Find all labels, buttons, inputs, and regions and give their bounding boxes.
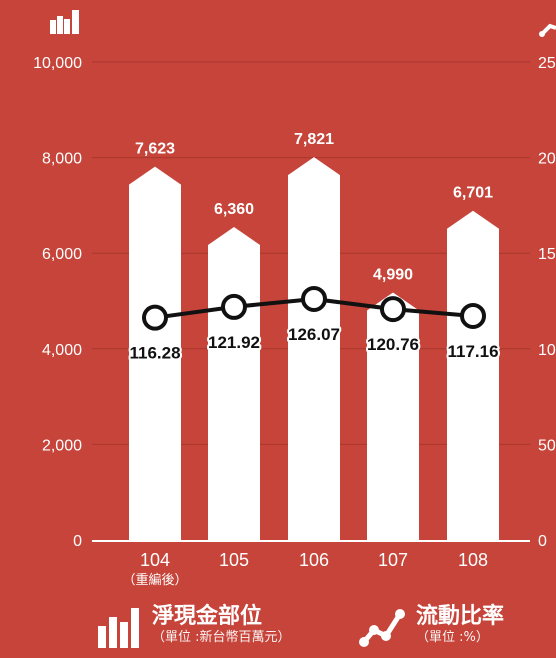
line-value-label: 126.07	[288, 325, 340, 344]
bar-value-label: 7,821	[294, 131, 334, 148]
legend-title-net-cash: 淨現金部位	[152, 604, 263, 629]
bar-chart-icon-bar	[57, 16, 63, 34]
y-tick-label-right: 100	[538, 342, 556, 359]
y-tick-label-left: 0	[73, 533, 82, 550]
y-tick-label-left: 2,000	[42, 437, 82, 454]
y-tick-label-left: 10,000	[33, 55, 82, 72]
legend-item-net-cash: 淨現金部位 （單位 :新台幣百萬元）	[96, 604, 291, 650]
bar	[367, 292, 419, 540]
line-point	[142, 304, 168, 331]
bar-chart-icon-bar	[64, 19, 70, 34]
y-tick-label-right: 250	[538, 55, 556, 72]
line-value-label: 121.92	[208, 333, 260, 352]
x-tick-label: 108	[458, 550, 488, 570]
bar-value-label: 6,360	[214, 201, 254, 218]
line-value-label: 120.76	[367, 335, 419, 354]
bar-value-label: 7,623	[135, 141, 175, 158]
x-tick-label: 107	[378, 550, 408, 570]
bar-chart-icon	[98, 608, 139, 648]
x-tick-label: 104	[140, 550, 170, 570]
bar	[447, 210, 499, 540]
y-tick-label-left: 6,000	[42, 246, 82, 263]
legend-unit-current-ratio: （單位 :%）	[416, 630, 489, 645]
x-tick-sublabel: （重編後）	[122, 572, 187, 588]
line-chart-icon-dot	[539, 31, 545, 37]
line-value-label: 117.16	[447, 342, 498, 361]
legend-title-current-ratio: 流動比率	[416, 604, 505, 629]
legend-unit-net-cash: （單位 :新台幣百萬元）	[152, 630, 291, 645]
line-chart-icon	[359, 609, 405, 647]
y-tick-label-right: 0	[538, 533, 547, 550]
x-tick-label: 105	[219, 550, 249, 570]
bar	[129, 166, 181, 540]
x-tick-label: 106	[299, 550, 329, 570]
y-tick-label-left: 8,000	[42, 151, 82, 168]
line-point	[301, 285, 327, 312]
bar-value-label: 4,990	[373, 266, 413, 283]
line-point	[221, 293, 247, 320]
bar-chart-icon-bar	[50, 20, 56, 34]
y-tick-label-right: 200	[538, 151, 556, 168]
legend-item-current-ratio: 流動比率 （單位 :%）	[356, 604, 504, 650]
bar	[288, 157, 340, 541]
bar-chart-icon-bar	[72, 10, 79, 34]
line-point	[380, 296, 406, 323]
y-tick-label-right: 150	[538, 246, 556, 263]
y-tick-label-right: 50	[538, 437, 556, 454]
bar-value-label: 6,701	[453, 185, 493, 202]
line-value-label: 116.28	[129, 344, 180, 363]
y-tick-label-left: 4,000	[42, 342, 82, 359]
line-chart-icon-line	[540, 23, 556, 36]
bar-chart-icon	[50, 10, 79, 34]
line-chart-icon	[539, 23, 556, 37]
line-point	[460, 302, 486, 329]
bar	[208, 226, 260, 540]
